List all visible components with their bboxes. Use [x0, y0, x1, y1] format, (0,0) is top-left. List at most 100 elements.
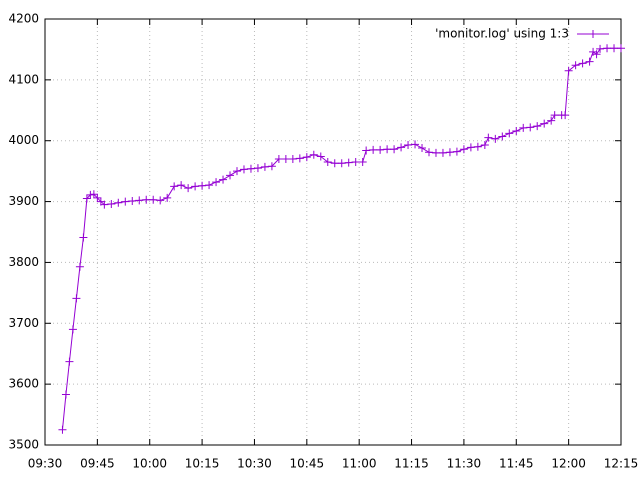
- y-tick-label: 3600: [8, 377, 39, 391]
- x-tick-label: 11:45: [499, 457, 534, 471]
- point-marker: [561, 111, 570, 120]
- y-tick-label: 3800: [8, 255, 39, 269]
- point-marker: [526, 123, 535, 132]
- x-tick-label: 10:00: [132, 457, 167, 471]
- point-marker: [418, 144, 427, 153]
- point-marker: [585, 57, 594, 66]
- point-marker: [79, 233, 88, 242]
- point-marker: [72, 294, 81, 303]
- point-marker: [226, 171, 235, 180]
- y-tick-label: 4200: [8, 12, 39, 26]
- x-tick-label: 11:15: [394, 457, 429, 471]
- data-line: [61, 47, 621, 430]
- point-marker: [58, 425, 67, 434]
- point-marker: [82, 194, 91, 203]
- x-tick-label: 10:15: [185, 457, 220, 471]
- point-marker: [397, 143, 406, 152]
- point-marker: [156, 196, 165, 205]
- y-tick-label: 4000: [8, 133, 39, 147]
- point-marker: [473, 142, 482, 151]
- legend-label: 'monitor.log' using 1:3: [435, 27, 569, 41]
- x-tick-label: 11:30: [447, 457, 482, 471]
- point-marker: [578, 59, 587, 68]
- point-marker: [89, 190, 98, 199]
- point-marker: [219, 175, 228, 184]
- point-marker: [323, 158, 332, 167]
- point-marker: [205, 181, 214, 190]
- point-marker: [431, 148, 440, 157]
- point-marker: [596, 44, 605, 53]
- point-marker: [253, 164, 262, 173]
- x-tick-label: 09:45: [80, 457, 115, 471]
- x-tick-label: 12:00: [551, 457, 586, 471]
- point-marker: [121, 197, 130, 206]
- point-marker: [550, 111, 559, 120]
- point-marker: [480, 140, 489, 149]
- point-marker: [425, 148, 433, 157]
- point-marker: [603, 44, 612, 53]
- point-marker: [114, 198, 123, 207]
- legend-swatch: [589, 30, 597, 38]
- point-marker: [65, 357, 74, 366]
- y-tick-label: 3500: [8, 438, 39, 452]
- point-marker: [592, 50, 601, 59]
- point-marker: [170, 182, 179, 191]
- plot-border: [44, 18, 622, 446]
- y-tick-label: 3700: [8, 316, 39, 330]
- x-tick-label: 09:30: [28, 457, 63, 471]
- point-marker: [260, 162, 269, 171]
- point-marker: [281, 154, 290, 163]
- point-marker: [459, 145, 468, 154]
- point-marker: [466, 143, 475, 152]
- point-marker: [233, 167, 241, 176]
- point-marker: [383, 145, 392, 154]
- point-marker: [274, 154, 283, 163]
- point-marker: [246, 164, 255, 173]
- point-marker: [302, 153, 311, 162]
- point-marker: [330, 159, 339, 168]
- point-marker: [177, 181, 186, 190]
- point-marker: [491, 134, 500, 143]
- point-marker: [288, 154, 297, 163]
- point-marker: [316, 152, 325, 161]
- point-marker: [198, 181, 207, 190]
- point-marker: [142, 195, 151, 204]
- point-marker: [212, 178, 221, 187]
- point-marker: [163, 193, 172, 202]
- point-marker: [498, 132, 507, 141]
- point-marker: [239, 165, 248, 174]
- point-marker: [128, 196, 137, 205]
- y-tick-label: 4100: [8, 72, 39, 86]
- point-marker: [191, 182, 200, 191]
- point-marker: [438, 148, 447, 157]
- point-marker: [68, 325, 77, 334]
- point-marker: [505, 129, 514, 138]
- point-marker: [376, 145, 385, 154]
- x-tick-label: 10:45: [290, 457, 325, 471]
- point-marker: [75, 262, 84, 271]
- point-marker: [344, 158, 353, 167]
- point-marker: [184, 184, 193, 193]
- point-marker: [100, 200, 109, 209]
- point-marker: [358, 158, 367, 167]
- point-marker: [93, 193, 102, 202]
- point-marker: [610, 44, 619, 53]
- point-marker: [107, 200, 116, 209]
- point-marker: [484, 133, 493, 142]
- point-marker: [295, 154, 304, 163]
- point-marker: [369, 145, 378, 154]
- point-marker: [571, 61, 580, 70]
- point-marker: [540, 119, 549, 128]
- point-marker: [267, 162, 276, 171]
- x-tick-label: 11:00: [342, 457, 377, 471]
- x-tick-label: 10:30: [237, 457, 272, 471]
- point-marker: [547, 116, 556, 125]
- point-marker: [351, 158, 360, 167]
- point-marker: [149, 195, 158, 204]
- point-marker: [512, 126, 521, 135]
- point-marker: [533, 122, 542, 131]
- point-marker: [411, 140, 420, 149]
- point-marker: [337, 159, 346, 168]
- point-marker: [404, 140, 413, 149]
